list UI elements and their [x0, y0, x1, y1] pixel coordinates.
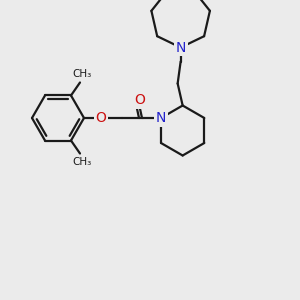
Text: N: N — [176, 40, 186, 55]
Text: O: O — [96, 111, 106, 125]
Text: O: O — [135, 93, 146, 107]
Text: N: N — [156, 111, 166, 125]
Text: CH₃: CH₃ — [72, 70, 92, 80]
Text: CH₃: CH₃ — [72, 157, 92, 166]
Text: N: N — [176, 40, 186, 55]
